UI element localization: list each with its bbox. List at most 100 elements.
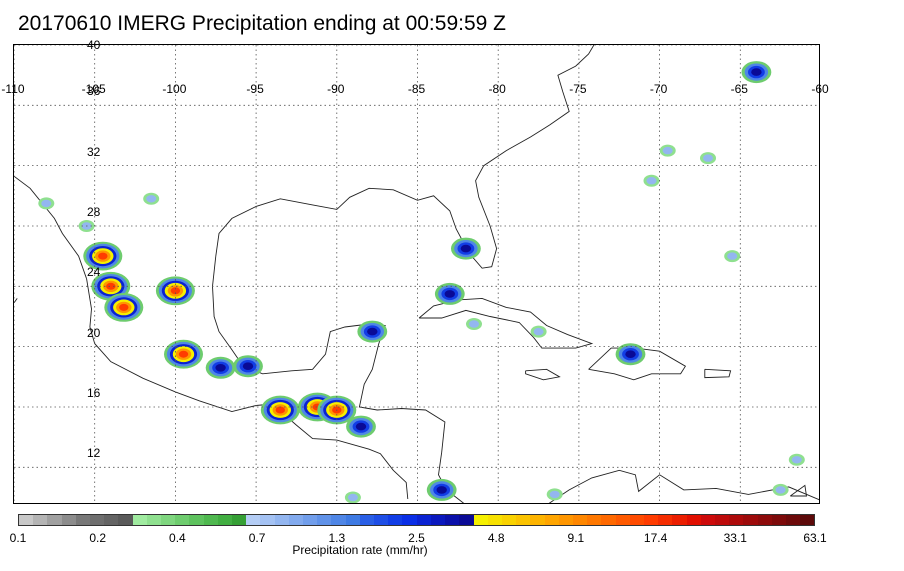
- lon-label: -85: [407, 82, 426, 96]
- colorbar-swatch: [587, 515, 602, 525]
- precip-cell: [41, 199, 52, 208]
- lat-label: 36: [87, 84, 101, 99]
- colorbar-swatch: [175, 515, 190, 525]
- lat-label: 20: [87, 325, 101, 340]
- colorbar-swatch: [729, 515, 744, 525]
- precip-cell: [662, 146, 673, 155]
- colorbar-swatch: [714, 515, 730, 525]
- precip-cell: [146, 195, 157, 203]
- colorbar-swatch: [317, 515, 332, 525]
- colorbar-tick-label: 1.3: [328, 531, 346, 545]
- lat-label: 32: [87, 144, 101, 159]
- colorbar-swatch: [544, 515, 559, 525]
- colorbar-swatch: [75, 515, 91, 525]
- colorbar-swatch: [785, 515, 801, 525]
- colorbar-swatch: [572, 515, 588, 525]
- colorbar-swatch: [402, 515, 417, 525]
- colorbar-swatch: [473, 515, 488, 525]
- colorbar-swatch: [771, 515, 786, 525]
- colorbar: [18, 514, 815, 526]
- colorbar-swatch: [246, 515, 261, 525]
- colorbar-swatch: [359, 515, 375, 525]
- colorbar-swatch: [104, 515, 119, 525]
- colorbar-swatch: [800, 515, 815, 525]
- colorbar-swatch: [189, 515, 204, 525]
- colorbar-swatch: [260, 515, 275, 525]
- coastline: [14, 175, 88, 279]
- colorbar-title: Precipitation rate (mm/hr): [292, 543, 428, 557]
- precip-cell: [347, 493, 358, 502]
- colorbar-swatch: [217, 515, 233, 525]
- coastline: [790, 484, 808, 497]
- precip-cell: [367, 327, 378, 336]
- colorbar-swatch: [459, 515, 474, 525]
- lon-label: -95: [246, 82, 264, 96]
- lat-label: 24: [87, 265, 101, 280]
- precip-cell: [703, 154, 713, 162]
- precip-cell: [444, 290, 455, 298]
- lat-label: 12: [87, 446, 101, 461]
- precip-cell: [436, 486, 447, 494]
- colorbar-swatch: [374, 515, 389, 525]
- precip-cell: [646, 177, 657, 185]
- precip-cell: [106, 282, 116, 290]
- colorbar-swatch: [501, 515, 517, 525]
- colorbar-swatch: [232, 515, 247, 525]
- precipitation-map: [13, 44, 820, 504]
- precip-cell: [533, 327, 544, 336]
- colorbar-tick-label: 33.1: [723, 531, 747, 545]
- coastline: [548, 469, 819, 503]
- precip-cell: [775, 486, 786, 494]
- lon-label: -65: [730, 82, 748, 96]
- colorbar-swatch: [743, 515, 758, 525]
- colorbar-swatch: [530, 515, 545, 525]
- colorbar-tick-label: 0.4: [169, 531, 186, 545]
- colorbar-swatch: [161, 515, 176, 525]
- colorbar-tick-label: 4.8: [487, 531, 505, 545]
- colorbar-swatch: [757, 515, 772, 525]
- colorbar-swatch: [19, 515, 34, 525]
- precip-cell: [791, 456, 802, 464]
- precip-cell: [625, 350, 636, 359]
- colorbar-swatch: [558, 515, 573, 525]
- lon-label: -100: [162, 82, 187, 96]
- colorbar-swatch: [274, 515, 289, 525]
- map-canvas: [14, 45, 819, 503]
- coastline: [212, 256, 465, 503]
- precip-cell: [469, 320, 479, 328]
- colorbar-swatch: [629, 515, 644, 525]
- coastline: [525, 368, 561, 381]
- precip-cell: [242, 362, 254, 371]
- lon-label: -70: [649, 82, 668, 96]
- colorbar-tick-label: 0.1: [9, 531, 27, 545]
- coastline: [704, 368, 732, 379]
- precip-cell: [460, 244, 472, 253]
- colorbar-swatch: [700, 515, 715, 525]
- coastline: [14, 298, 18, 304]
- colorbar-swatch: [601, 515, 616, 525]
- precip-cell: [98, 252, 108, 260]
- coastline: [418, 297, 594, 349]
- colorbar-swatch: [388, 515, 403, 525]
- colorbar-swatch: [516, 515, 531, 525]
- lon-label: -90: [327, 82, 345, 96]
- colorbar-swatch: [61, 515, 76, 525]
- colorbar-swatch: [430, 515, 446, 525]
- precip-cell: [549, 490, 560, 499]
- precip-cell: [727, 252, 738, 260]
- colorbar-swatch: [303, 515, 318, 525]
- precip-cell: [119, 303, 129, 311]
- colorbar-tick-label: 0.2: [89, 531, 107, 545]
- colorbar-swatch: [146, 515, 162, 525]
- precip-cell: [170, 287, 181, 295]
- colorbar-swatch: [416, 515, 431, 525]
- colorbar-tick-label: 9.1: [567, 531, 585, 545]
- lon-label: -60: [811, 82, 829, 96]
- colorbar-swatch: [487, 515, 502, 525]
- colorbar-swatch: [615, 515, 630, 525]
- lat-label: 40: [87, 38, 101, 52]
- precip-cell: [215, 364, 226, 372]
- precip-cell: [178, 350, 189, 358]
- colorbar-swatch: [132, 515, 147, 525]
- lon-label: -105: [81, 82, 106, 96]
